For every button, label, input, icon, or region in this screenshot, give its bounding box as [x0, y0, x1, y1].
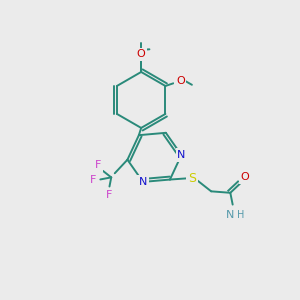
Text: N: N: [226, 211, 235, 220]
Text: H: H: [237, 211, 244, 220]
Text: S: S: [188, 172, 196, 184]
Text: N: N: [177, 150, 186, 160]
Text: F: F: [90, 175, 96, 185]
Text: F: F: [94, 160, 101, 170]
Text: O: O: [137, 49, 146, 59]
Text: N: N: [139, 177, 147, 187]
Text: O: O: [137, 49, 146, 59]
Text: O: O: [241, 172, 249, 182]
Text: F: F: [106, 190, 112, 200]
Text: O: O: [176, 76, 185, 86]
